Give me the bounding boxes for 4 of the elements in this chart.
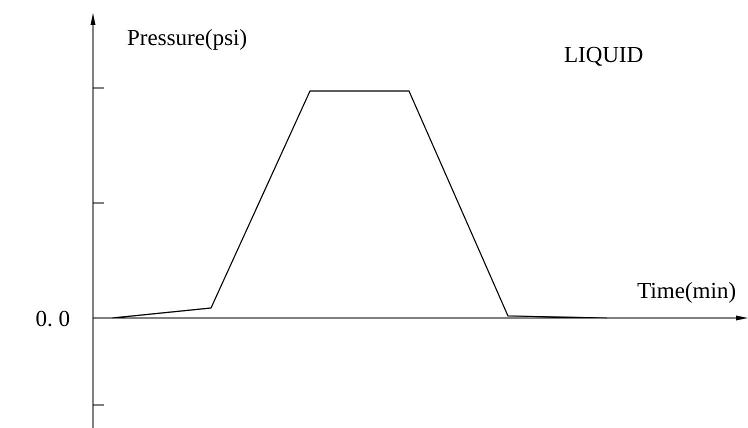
chart-title: LIQUID xyxy=(564,42,644,67)
x-axis-title: Time(min) xyxy=(637,278,736,303)
text: 0. 0 xyxy=(36,306,70,332)
y-axis-title: Pressure(psi) xyxy=(127,25,248,50)
